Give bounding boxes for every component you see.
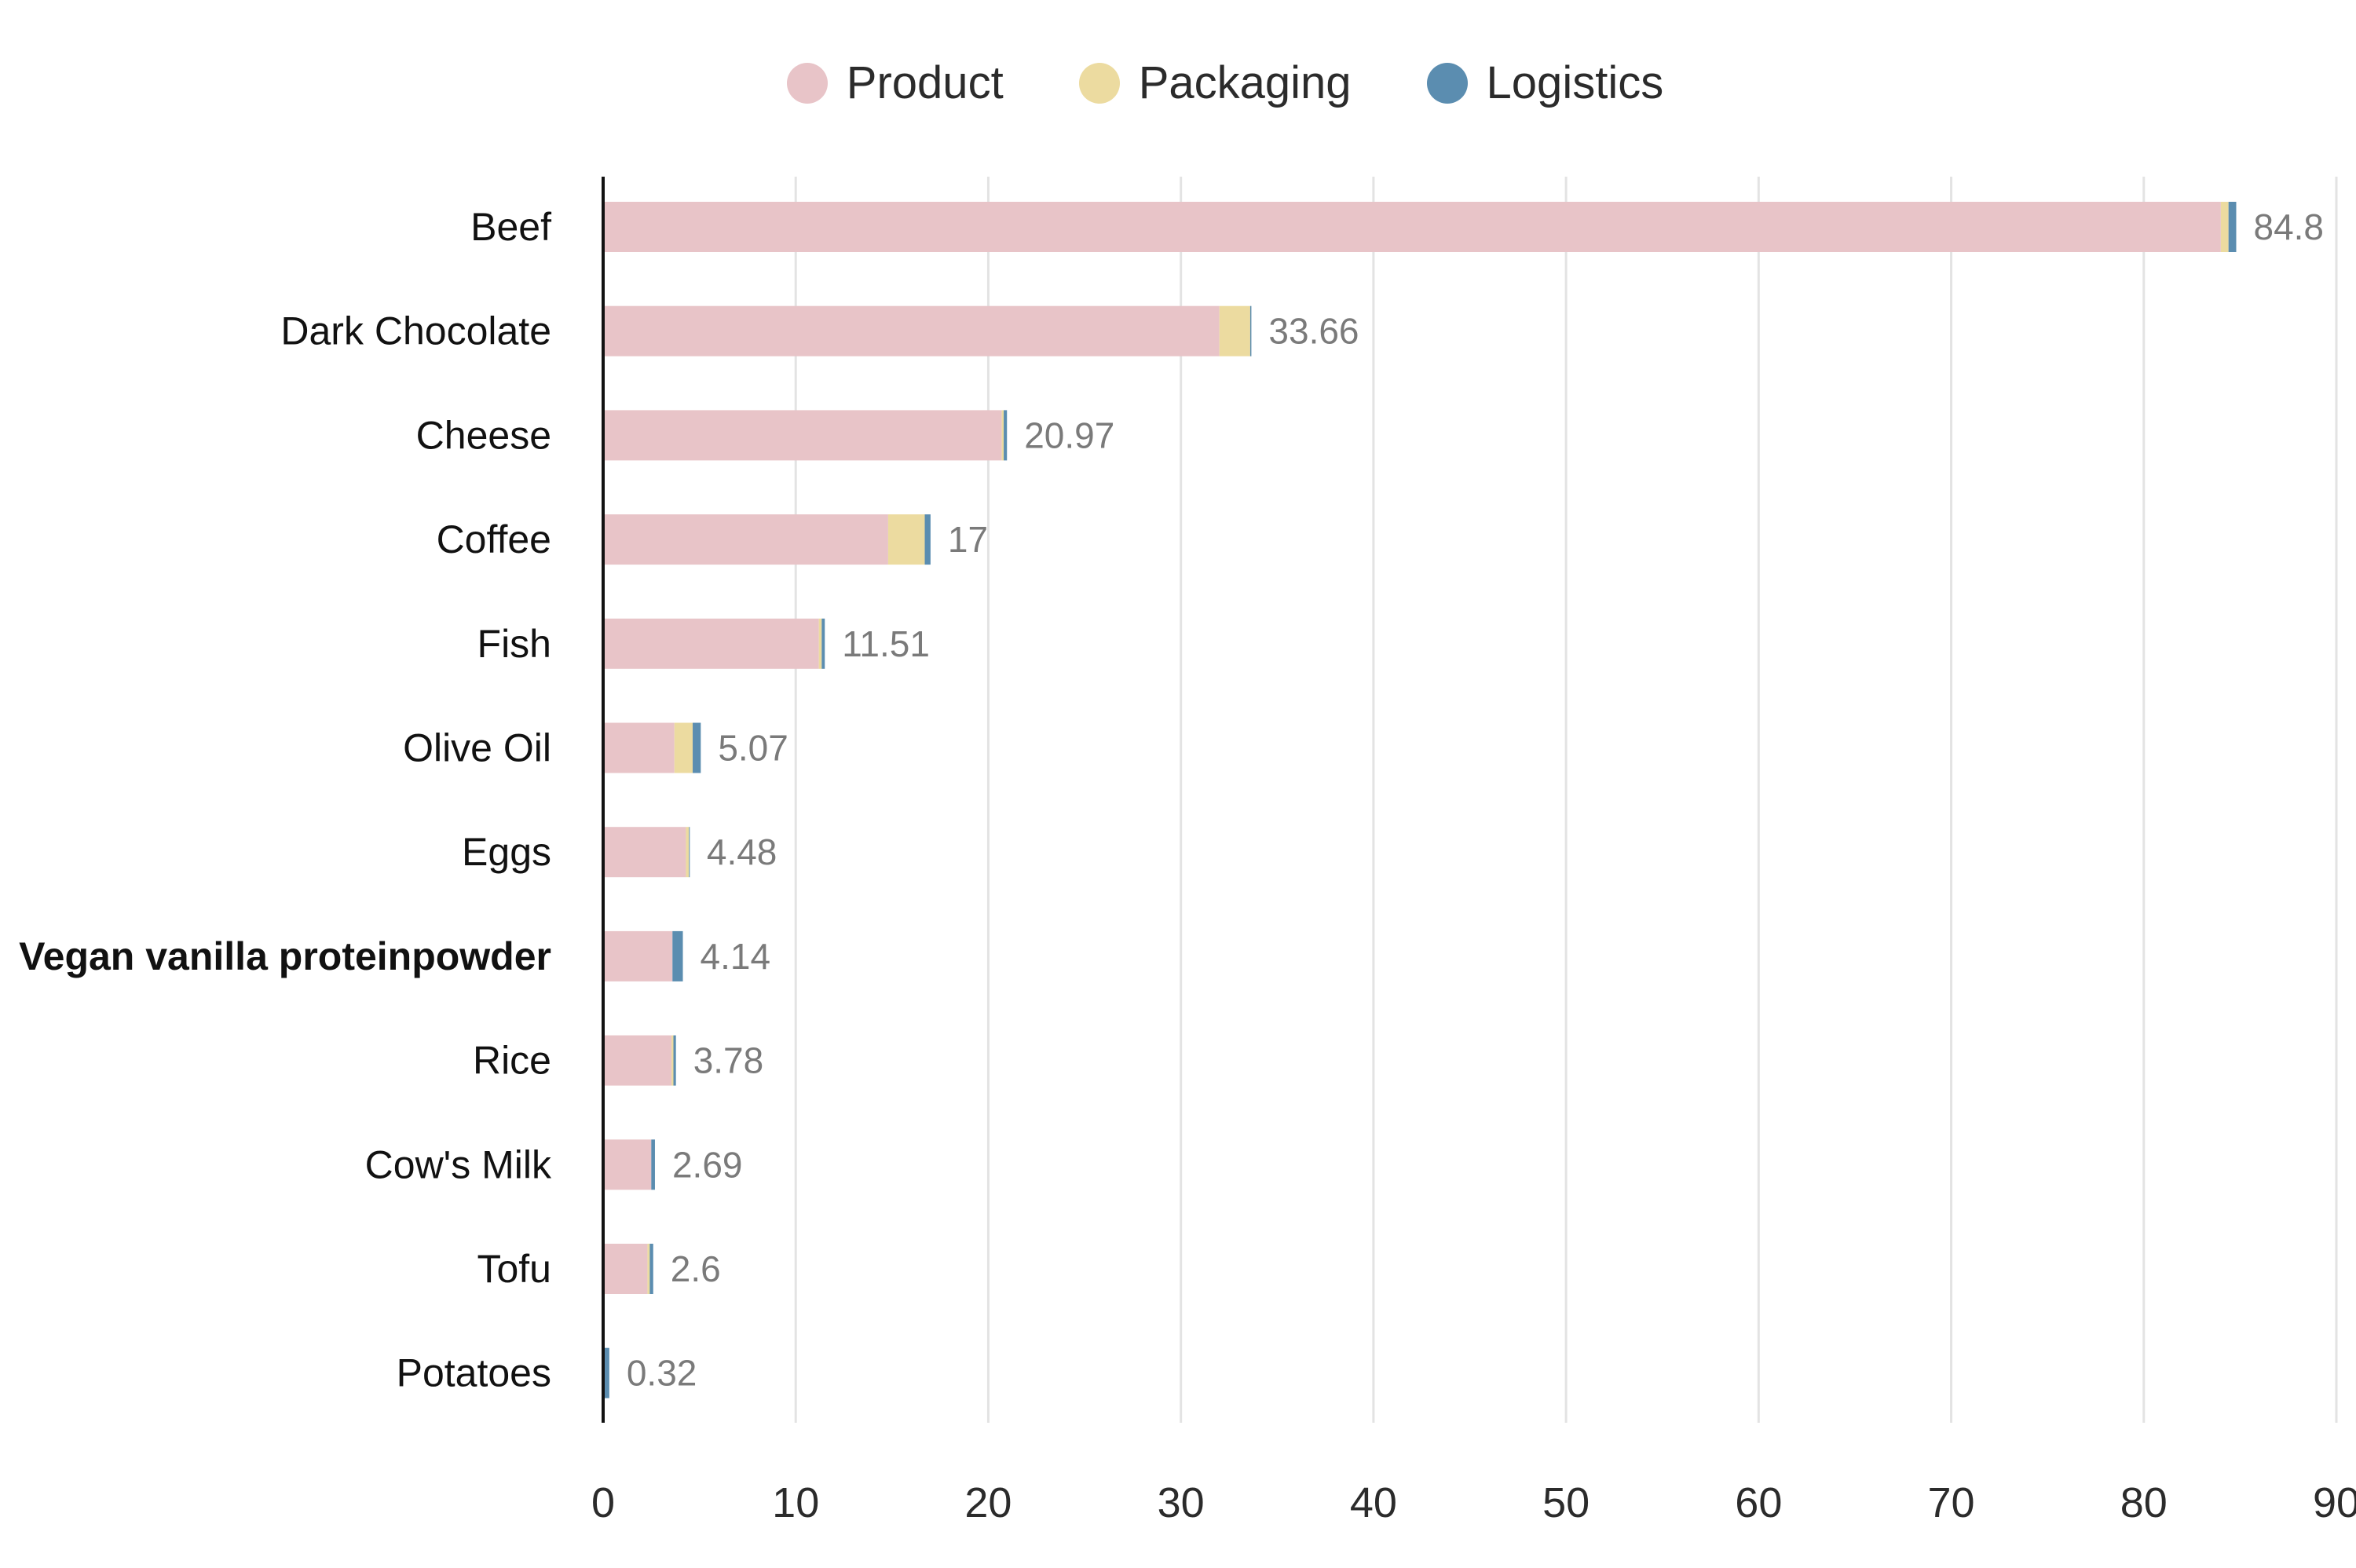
bars [603, 202, 2237, 1398]
bar-segment-product[interactable] [603, 930, 673, 981]
category-label: Olive Oil [403, 726, 551, 770]
category-label: Cheese [416, 413, 551, 457]
bar-segment-logistics[interactable] [603, 1347, 609, 1398]
legend-label-packaging: Packaging [1138, 57, 1352, 108]
bar-segment-logistics[interactable] [673, 1035, 676, 1086]
value-label: 11.51 [842, 623, 930, 664]
bar-segment-logistics[interactable] [693, 722, 701, 773]
category-label: Cow's Milk [365, 1142, 552, 1186]
value-label: 20.97 [1024, 415, 1114, 455]
legend-item-packaging[interactable]: Packaging [1078, 57, 1352, 109]
x-tick-label: 50 [1542, 1479, 1590, 1526]
legend-item-product[interactable]: Product [786, 57, 1004, 109]
legend-label-logistics: Logistics [1486, 57, 1664, 108]
bar-segment-product[interactable] [603, 305, 1220, 356]
bar-segment-packaging[interactable] [686, 827, 690, 878]
legend: Product Packaging Logistics [47, 57, 2356, 109]
bar-segment-product[interactable] [603, 1244, 648, 1294]
bar-segment-logistics[interactable] [1004, 410, 1008, 461]
category-label: Tofu [477, 1247, 551, 1291]
value-label: 17 [948, 519, 988, 560]
bar-segment-product[interactable] [603, 514, 888, 565]
bar-segment-logistics[interactable] [649, 1244, 653, 1294]
x-tick-label: 70 [1928, 1479, 1975, 1526]
bar-segment-logistics[interactable] [651, 1139, 655, 1190]
value-label: 4.14 [701, 936, 771, 977]
legend-label-product: Product [846, 57, 1004, 108]
legend-item-logistics[interactable]: Logistics [1426, 57, 1664, 109]
bar-segment-logistics[interactable] [821, 618, 825, 669]
x-tick-labels: 0 10 20 30 40 50 60 70 80 90 [591, 1479, 2356, 1526]
value-labels: 84.8 33.66 20.97 17 11.51 5.07 4.48 4.14 3.78 2.6… [627, 207, 2324, 1394]
bar-segment-product[interactable] [603, 827, 686, 878]
x-tick-label: 40 [1350, 1479, 1397, 1526]
bar-segment-packaging[interactable] [2220, 202, 2229, 252]
category-label: Beef [470, 205, 551, 249]
value-label: 4.48 [707, 832, 777, 872]
legend-swatch-logistics [1426, 62, 1468, 104]
category-label: Rice [473, 1039, 551, 1083]
bar-segment-product[interactable] [603, 618, 819, 669]
bar-segment-logistics[interactable] [689, 827, 690, 878]
x-tick-label: 20 [964, 1479, 1012, 1526]
bar-segment-packaging[interactable] [887, 514, 925, 565]
value-label: 5.07 [718, 728, 788, 769]
category-label: Dark Chocolate [280, 309, 551, 353]
value-label: 84.8 [2253, 207, 2324, 247]
gridlines [794, 177, 2338, 1423]
value-label: 2.69 [672, 1144, 743, 1185]
bar-segment-logistics[interactable] [1249, 305, 1252, 356]
bar-segment-packaging[interactable] [671, 1035, 674, 1086]
category-labels: Beef Dark Chocolate Cheese Coffee Fish Olive … [19, 205, 552, 1395]
bar-segment-product[interactable] [603, 1035, 672, 1086]
value-label: 33.66 [1268, 311, 1359, 352]
value-label: 2.6 [671, 1248, 721, 1289]
legend-swatch-packaging [1078, 62, 1120, 104]
bar-segment-product[interactable] [603, 410, 1002, 461]
category-label: Potatoes [397, 1351, 551, 1395]
bar-segment-product[interactable] [603, 1139, 652, 1190]
value-label: 0.32 [627, 1353, 697, 1394]
legend-swatch-product [786, 62, 828, 104]
bar-segment-packaging[interactable] [1001, 410, 1004, 461]
bar-segment-packaging[interactable] [647, 1244, 650, 1294]
bar-segment-logistics[interactable] [672, 930, 683, 981]
category-label: Coffee [437, 517, 551, 561]
bar-segment-packaging[interactable] [674, 722, 693, 773]
bar-segment-logistics[interactable] [924, 514, 931, 565]
bar-segment-product[interactable] [603, 202, 2221, 252]
category-label: Eggs [462, 830, 551, 874]
bar-segment-packaging[interactable] [818, 618, 822, 669]
bar-segment-logistics[interactable] [2228, 202, 2237, 252]
x-tick-label: 10 [772, 1479, 819, 1526]
x-tick-label: 0 [591, 1479, 615, 1526]
x-tick-label: 30 [1158, 1479, 1205, 1526]
x-tick-label: 60 [1735, 1479, 1782, 1526]
value-label: 3.78 [693, 1040, 764, 1081]
category-label: Vegan vanilla proteinpowder [19, 934, 551, 978]
x-tick-label: 90 [2313, 1479, 2356, 1526]
x-tick-label: 80 [2120, 1479, 2168, 1526]
bar-segment-product[interactable] [603, 722, 675, 773]
category-label: Fish [477, 622, 551, 666]
bar-segment-packaging[interactable] [1219, 305, 1250, 356]
